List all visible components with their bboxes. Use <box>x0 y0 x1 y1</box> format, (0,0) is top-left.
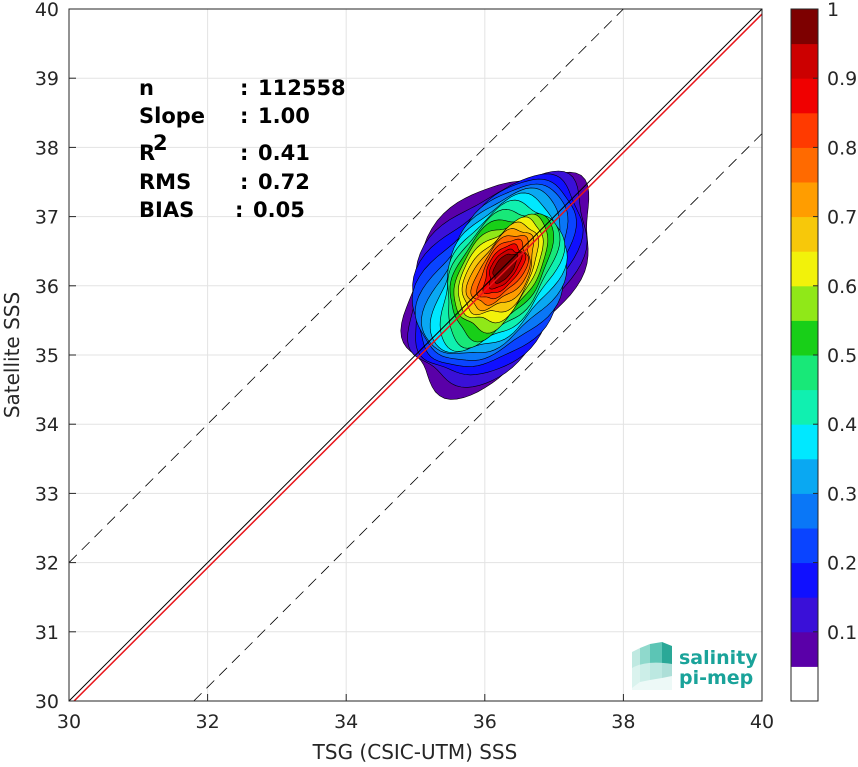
x-tick-label: 34 <box>334 711 358 733</box>
colorbar-segment <box>791 78 818 114</box>
colorbar-segment <box>791 562 818 598</box>
logo-line2: pi-mep <box>679 667 753 689</box>
salinity-pi-mep-logo: salinity pi-mep <box>632 642 758 690</box>
y-tick-label: 38 <box>35 137 59 159</box>
colorbar-segment <box>791 285 818 321</box>
colorbar-tick-label: 0.5 <box>827 345 857 367</box>
y-tick-label: 34 <box>35 414 59 436</box>
colorbar-tick-label: 0.7 <box>827 207 857 229</box>
statistics-box: n:112558Slope:1.00R2:0.41RMS:0.72BIAS:0.… <box>139 76 346 222</box>
stat-label: n <box>139 76 154 100</box>
reference-lines <box>69 9 762 701</box>
logo-line1: salinity <box>679 647 758 669</box>
colorbar-segment <box>791 597 818 633</box>
x-tick-label: 30 <box>57 711 81 733</box>
stat-superscript: 2 <box>153 131 168 155</box>
identity-line <box>69 9 762 701</box>
colorbar-tick-label: 0.8 <box>827 137 857 159</box>
y-tick-label: 33 <box>35 483 59 505</box>
stat-label: Slope <box>139 104 205 128</box>
colorbar-segment <box>791 43 818 79</box>
x-tick-label: 36 <box>473 711 497 733</box>
y-tick-label: 39 <box>35 68 59 90</box>
stat-value: 0.41 <box>258 141 310 165</box>
colorbar-segment <box>791 112 818 148</box>
density-contours <box>400 170 590 400</box>
stat-separator: : <box>240 141 248 165</box>
y-axis-label: Satellite SSS <box>0 292 24 418</box>
stat-value: 0.05 <box>253 198 305 222</box>
colorbar-segment <box>791 424 818 460</box>
colorbar-segment <box>791 389 818 425</box>
stat-value: 1.00 <box>258 104 310 128</box>
y-tick-label: 40 <box>35 0 59 21</box>
stat-value: 0.72 <box>258 170 310 194</box>
stat-separator: : <box>240 76 248 100</box>
colorbar-segment <box>791 631 818 667</box>
colorbar-tick-label: 0.3 <box>827 483 857 505</box>
stat-separator: : <box>240 104 248 128</box>
colorbar-tick-label: 1 <box>827 0 839 21</box>
y-tick-label: 36 <box>35 276 59 298</box>
colorbar-segment <box>791 147 818 183</box>
logo-mark-icon <box>632 642 672 690</box>
colorbar-segment <box>791 355 818 391</box>
colorbar-segment <box>791 182 818 218</box>
y-tick-label: 31 <box>35 622 59 644</box>
colorbar-segment <box>791 458 818 494</box>
colorbar-segment <box>791 320 818 356</box>
colorbar-segment <box>791 493 818 529</box>
x-axis-ticks: 30 32 34 36 38 40 <box>57 694 774 733</box>
y-tick-label: 30 <box>35 691 59 713</box>
stat-separator: : <box>235 198 243 222</box>
stat-value: 112558 <box>258 76 346 100</box>
x-tick-label: 40 <box>750 711 774 733</box>
colorbar-segment <box>791 251 818 287</box>
colorbar-tick-label: 0.4 <box>827 414 857 436</box>
colorbar: 0.1 0.2 0.3 0.4 0.5 0.6 0.7 0.8 0.9 1 <box>790 0 857 702</box>
y-tick-label: 35 <box>35 345 59 367</box>
colorbar-tick-label: 0.2 <box>827 553 857 575</box>
x-tick-label: 32 <box>196 711 220 733</box>
colorbar-tick-label: 0.9 <box>827 68 857 90</box>
colorbar-segment <box>791 216 818 252</box>
colorbar-segment <box>791 666 818 702</box>
stat-separator: : <box>240 170 248 194</box>
y-tick-label: 37 <box>35 207 59 229</box>
colorbar-segment <box>791 528 818 564</box>
x-axis-label: TSG (CSIC-UTM) SSS <box>312 740 518 764</box>
stat-label: RMS <box>139 170 191 194</box>
colorbar-segment <box>791 9 818 45</box>
colorbar-tick-label: 0.6 <box>827 276 857 298</box>
regression-line <box>73 13 762 701</box>
stat-label: R <box>139 141 155 165</box>
colorbar-tick-label: 0.1 <box>827 622 857 644</box>
y-tick-label: 32 <box>35 553 59 575</box>
y-axis-ticks: 30 31 32 33 34 35 36 37 38 39 40 <box>35 0 76 713</box>
upper-bound-line <box>69 9 624 563</box>
lower-bound-line <box>193 133 762 701</box>
x-tick-label: 38 <box>611 711 635 733</box>
stat-label: BIAS <box>139 198 194 222</box>
